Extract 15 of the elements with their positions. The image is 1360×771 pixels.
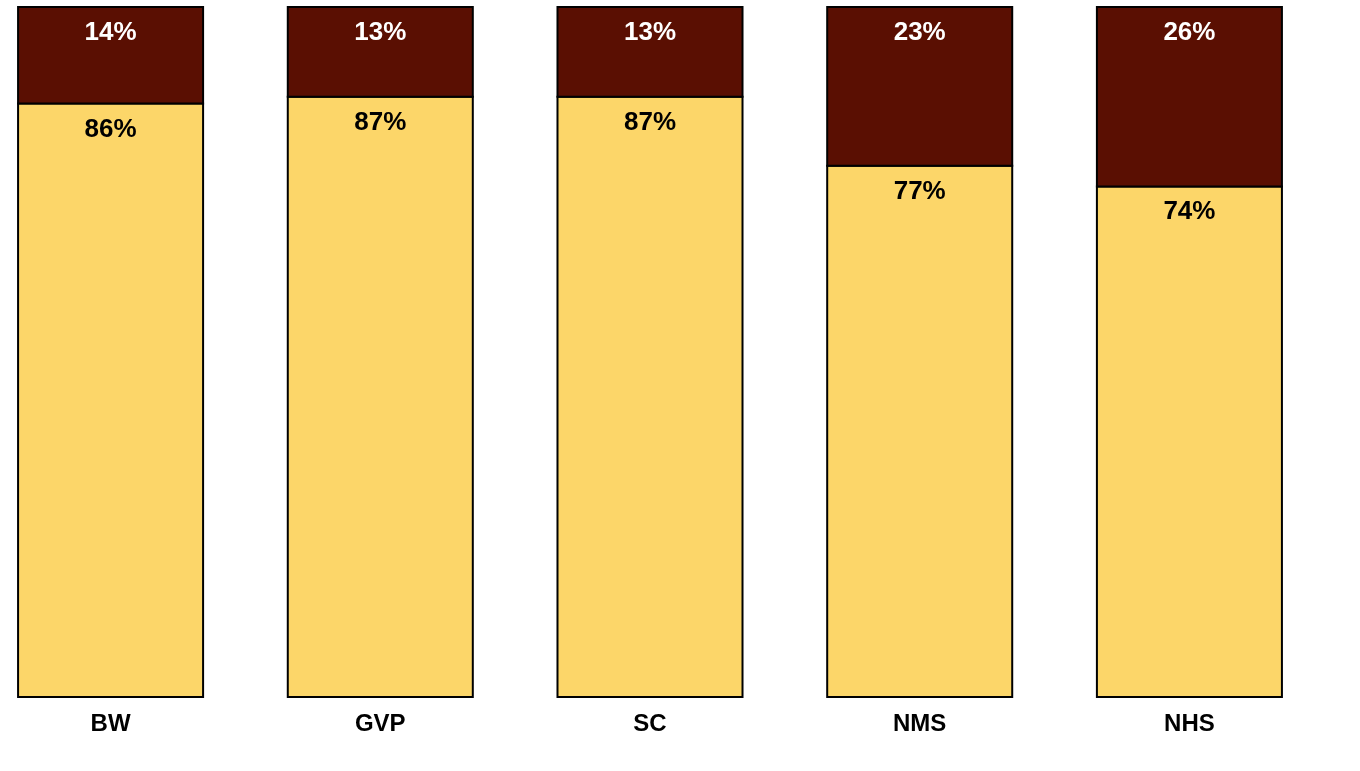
x-tick-label: NHS bbox=[1164, 708, 1215, 736]
data-label: 13% bbox=[354, 16, 407, 46]
x-tick-label: NMS bbox=[893, 708, 947, 736]
data-label: 13% bbox=[623, 16, 677, 46]
data-label: 23% bbox=[893, 16, 946, 46]
data-label: 14% bbox=[84, 16, 137, 46]
data-label: 74% bbox=[1163, 195, 1216, 226]
x-tick-label: SC bbox=[633, 708, 667, 736]
x-tick-label: GVP bbox=[354, 708, 406, 736]
data-label: 26% bbox=[1163, 16, 1216, 46]
data-label: 87% bbox=[623, 105, 677, 136]
x-tick-label: BW bbox=[90, 708, 131, 736]
data-label: 86% bbox=[84, 112, 137, 143]
data-label: 77% bbox=[893, 174, 946, 205]
data-label: 87% bbox=[354, 105, 407, 136]
